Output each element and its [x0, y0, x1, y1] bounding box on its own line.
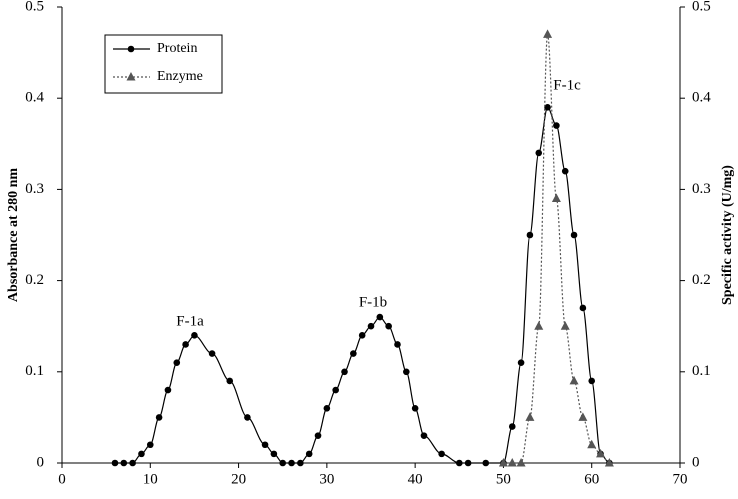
data-point	[561, 167, 569, 175]
y-axis-label: Absorbance at 280 nm	[6, 168, 21, 303]
data-point	[173, 359, 181, 366]
data-point	[332, 386, 339, 394]
data-point	[588, 377, 596, 385]
data-point	[279, 459, 287, 467]
data-point	[570, 231, 578, 239]
legend-marker	[127, 45, 135, 53]
data-point	[569, 375, 579, 385]
data-point	[543, 29, 553, 38]
data-point	[578, 412, 588, 421]
data-point	[376, 313, 384, 321]
data-point	[438, 450, 445, 458]
data-point	[164, 386, 172, 394]
data-point	[323, 404, 331, 412]
data-point	[129, 459, 136, 467]
x-tick-label: 0	[58, 471, 66, 487]
x-tick-label: 40	[408, 471, 423, 487]
x-tick-label: 60	[584, 471, 599, 487]
y2-tick-label: 0.5	[692, 0, 711, 14]
data-point	[507, 458, 517, 467]
data-point	[508, 423, 516, 430]
data-point	[341, 368, 348, 376]
data-point	[394, 341, 401, 348]
legend-marker	[126, 72, 136, 81]
data-point	[579, 304, 587, 312]
data-point	[226, 377, 234, 385]
peak-annotation: F-1c	[553, 77, 581, 93]
data-point	[367, 322, 375, 330]
data-point	[314, 432, 322, 439]
y2-tick-label: 0.1	[692, 363, 711, 379]
data-point	[182, 341, 189, 348]
data-point	[244, 414, 251, 421]
x-tick-label: 10	[143, 471, 158, 487]
data-point	[482, 459, 490, 467]
data-point	[455, 459, 463, 467]
x-tick-label: 30	[319, 471, 334, 487]
legend-label: Protein	[157, 41, 197, 56]
data-point	[525, 412, 535, 421]
y-tick-label: 0	[37, 454, 45, 470]
data-point	[420, 432, 428, 439]
data-point	[587, 439, 597, 449]
data-point	[270, 450, 278, 458]
y-tick-label: 0.5	[25, 0, 44, 14]
data-point	[111, 459, 119, 467]
series-line	[503, 33, 610, 464]
data-point	[155, 414, 163, 421]
data-point	[551, 193, 561, 203]
peak-annotation: F-1a	[176, 313, 204, 329]
data-point	[191, 332, 198, 339]
data-point	[516, 458, 526, 467]
y2-axis-label: Specific activity (U/mg)	[720, 165, 735, 305]
data-point	[385, 322, 392, 330]
data-point	[553, 122, 560, 129]
data-point	[350, 350, 357, 357]
y-tick-label: 0.4	[25, 90, 44, 106]
x-tick-label: 50	[496, 471, 511, 487]
data-point	[358, 332, 366, 339]
y2-tick-label: 0	[692, 454, 700, 470]
legend-box	[104, 34, 223, 94]
data-point	[535, 149, 543, 157]
data-point	[464, 459, 472, 467]
data-point	[403, 368, 410, 376]
x-tick-label: 70	[673, 471, 688, 487]
y-tick-label: 0.3	[25, 181, 44, 197]
data-point	[560, 321, 570, 330]
x-tick-label: 20	[231, 471, 246, 487]
data-point	[261, 441, 269, 449]
y2-tick-label: 0.3	[692, 181, 711, 197]
y2-tick-label: 0.4	[692, 90, 711, 106]
data-point	[498, 458, 508, 467]
data-point	[305, 450, 313, 458]
y-tick-label: 0.2	[25, 272, 44, 288]
data-point	[534, 321, 544, 330]
data-point	[517, 359, 525, 366]
data-point	[544, 104, 551, 111]
data-point	[120, 459, 128, 467]
data-point	[596, 448, 606, 458]
y-tick-label: 0.1	[25, 363, 44, 379]
peak-annotation: F-1b	[359, 294, 387, 310]
data-point	[138, 450, 145, 458]
data-point	[146, 441, 154, 449]
y2-tick-label: 0.2	[692, 272, 711, 288]
data-point	[411, 404, 419, 412]
legend-label: Enzyme	[157, 69, 203, 84]
data-point	[604, 458, 614, 467]
data-point	[288, 459, 295, 467]
data-point	[526, 231, 534, 239]
data-point	[208, 350, 216, 357]
series-line	[114, 106, 610, 464]
data-point	[297, 459, 304, 467]
